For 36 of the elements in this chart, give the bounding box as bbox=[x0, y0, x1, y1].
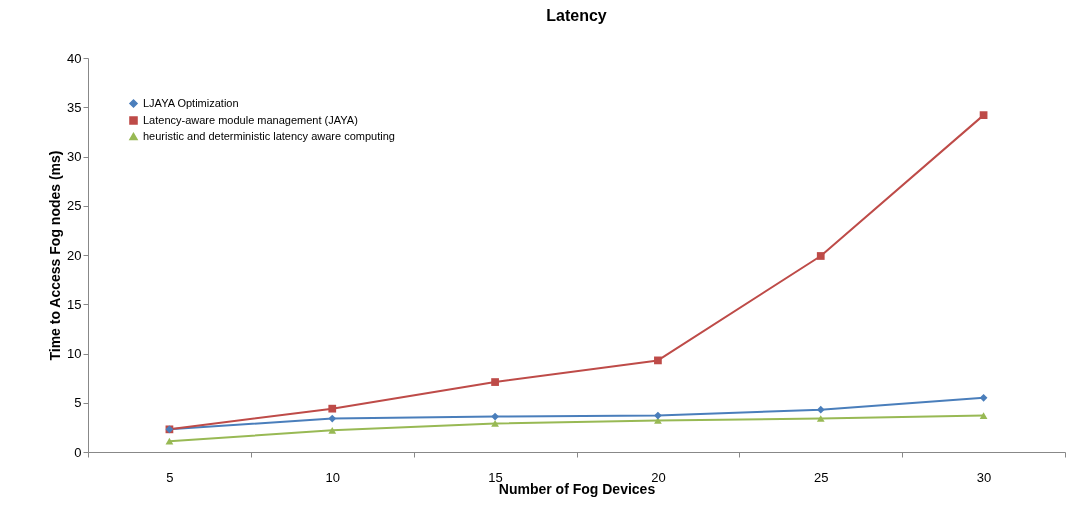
legend-label: LJAYA Optimization bbox=[143, 96, 239, 109]
y-tick-label: 35 bbox=[67, 99, 82, 115]
x-tick-label: 10 bbox=[325, 469, 340, 485]
y-tick-label: 25 bbox=[67, 198, 82, 214]
point bbox=[816, 252, 825, 260]
x-tick-label: 20 bbox=[651, 469, 666, 485]
y-tick-label: 15 bbox=[67, 296, 82, 312]
point bbox=[328, 404, 337, 413]
y-tick-label: 5 bbox=[74, 395, 82, 411]
x-tick-label: 30 bbox=[976, 469, 992, 485]
point bbox=[816, 405, 825, 414]
y-tick-label: 20 bbox=[67, 247, 82, 263]
chart-title: Latency bbox=[546, 7, 607, 24]
y-tick-label: 10 bbox=[67, 346, 82, 361]
point bbox=[816, 415, 825, 422]
point bbox=[491, 378, 499, 386]
legend-label: Latency-aware module management (JAYA) bbox=[143, 113, 358, 126]
y-axis-title: Time to Access Fog nodes (ms) bbox=[47, 150, 64, 361]
legend-label: heuristic and deterministic latency aware computing bbox=[143, 129, 395, 142]
point bbox=[654, 411, 662, 420]
point bbox=[979, 412, 988, 419]
point bbox=[654, 417, 662, 424]
point bbox=[654, 356, 662, 365]
y-tick-label: 30 bbox=[67, 149, 82, 164]
point bbox=[165, 437, 174, 445]
x-tick-label: 15 bbox=[488, 469, 503, 485]
point bbox=[491, 412, 499, 421]
point bbox=[328, 426, 337, 434]
y-tick-label: 40 bbox=[67, 50, 82, 66]
x-tick-label: 25 bbox=[814, 469, 829, 485]
point bbox=[328, 414, 337, 423]
point bbox=[491, 420, 499, 427]
point bbox=[979, 393, 988, 402]
y-tick-label: 0 bbox=[74, 444, 82, 460]
x-tick-label: 5 bbox=[166, 469, 174, 485]
point bbox=[979, 111, 988, 119]
